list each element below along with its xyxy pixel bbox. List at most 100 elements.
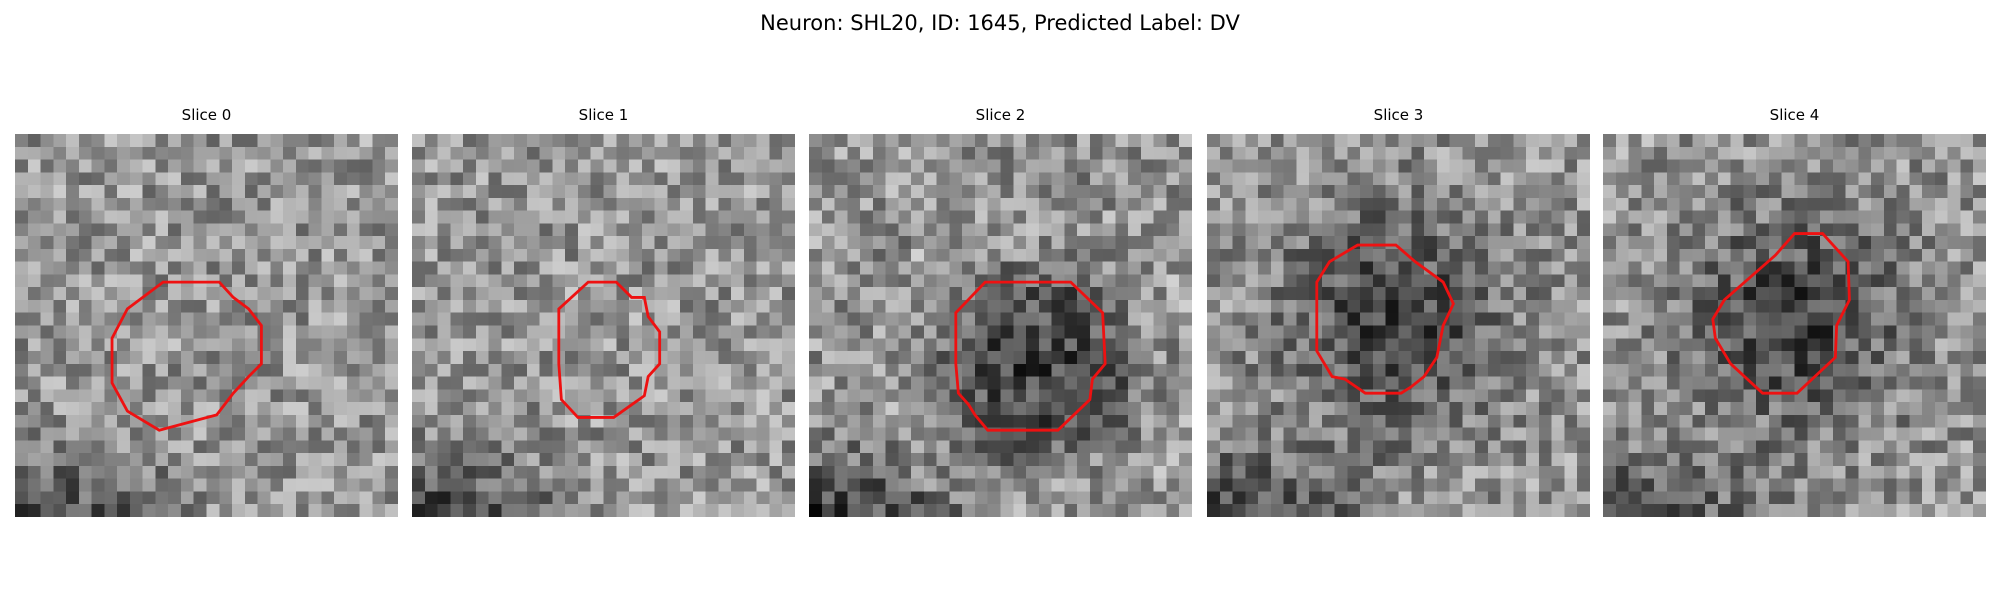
pixel — [1283, 210, 1297, 224]
pixel — [1475, 159, 1488, 173]
pixel — [1973, 504, 1986, 517]
pixel — [257, 197, 271, 211]
pixel — [1064, 146, 1078, 160]
pixel — [475, 159, 489, 173]
pixel — [936, 325, 950, 339]
pixel — [1487, 134, 1501, 147]
pixel — [590, 159, 604, 173]
pixel — [1296, 465, 1310, 479]
pixel — [1896, 453, 1910, 466]
pixel — [232, 312, 245, 326]
pixel — [1934, 299, 1948, 313]
pixel — [206, 325, 220, 339]
pixel — [629, 159, 642, 173]
pixel — [1347, 172, 1361, 186]
pixel — [565, 351, 578, 364]
pixel — [590, 440, 604, 454]
pixel — [1166, 504, 1180, 517]
pixel — [1077, 453, 1090, 466]
pixel — [1743, 338, 1757, 352]
pixel — [1372, 402, 1386, 415]
pixel — [1270, 338, 1284, 352]
pixel — [1258, 504, 1271, 517]
pixel — [1000, 236, 1014, 249]
pixel — [1896, 159, 1910, 173]
pixel — [809, 261, 822, 275]
pixel — [372, 159, 386, 173]
pixel — [206, 491, 220, 505]
pixel — [731, 248, 744, 262]
pixel — [385, 504, 398, 517]
pixel — [66, 325, 79, 339]
pixel — [872, 236, 886, 249]
pixel — [1258, 287, 1271, 300]
pixel — [1832, 414, 1846, 428]
pixel — [936, 261, 950, 275]
pixel — [501, 453, 515, 466]
pixel — [1756, 210, 1769, 224]
pixel — [257, 185, 271, 198]
pixel — [1730, 478, 1744, 492]
pixel — [1794, 504, 1808, 517]
pixel — [1538, 172, 1552, 186]
pixel — [437, 465, 451, 479]
pixel — [346, 338, 360, 352]
pixel — [847, 440, 861, 454]
pixel — [936, 440, 950, 454]
pixel — [424, 389, 438, 403]
pixel — [782, 453, 795, 466]
pixel — [346, 351, 360, 364]
pixel — [1513, 197, 1527, 211]
pixel — [155, 491, 169, 505]
pixel — [1871, 223, 1884, 237]
pixel — [1270, 363, 1284, 377]
pixel — [1756, 236, 1769, 249]
pixel — [987, 287, 1001, 300]
pixel — [1179, 504, 1192, 517]
pixel — [1730, 236, 1744, 249]
pixel — [1153, 134, 1167, 147]
pixel — [1166, 351, 1180, 364]
pixel — [1179, 325, 1192, 339]
pixel — [1140, 478, 1154, 492]
pixel — [1794, 248, 1808, 262]
pixel — [1334, 504, 1348, 517]
pixel — [1487, 146, 1501, 160]
pixel — [1538, 478, 1552, 492]
pixel — [1883, 223, 1897, 237]
pixel — [488, 465, 502, 479]
pixel — [539, 146, 553, 160]
pixel — [1487, 172, 1501, 186]
pixel — [654, 146, 668, 160]
pixel — [1947, 491, 1961, 505]
pixel — [1934, 134, 1948, 147]
pixel — [974, 185, 988, 198]
pixel — [91, 197, 105, 211]
pixel — [412, 185, 425, 198]
pixel — [1883, 236, 1897, 249]
pixel — [847, 402, 861, 415]
pixel — [885, 287, 899, 300]
pixel — [1500, 248, 1514, 262]
pixel — [244, 414, 258, 428]
pixel — [232, 402, 245, 415]
pixel — [1475, 504, 1488, 517]
pixel — [565, 363, 578, 377]
pixel — [1372, 351, 1386, 364]
pixel — [385, 197, 398, 211]
pixel — [1922, 197, 1935, 211]
pixel — [104, 223, 118, 237]
pixel — [1577, 325, 1590, 339]
pixel — [641, 325, 655, 339]
pixel — [718, 389, 732, 403]
pixel — [898, 274, 912, 288]
pixel — [1309, 146, 1322, 160]
pixel — [1296, 312, 1310, 326]
pixel — [295, 376, 309, 390]
pixel — [359, 197, 373, 211]
pixel — [936, 312, 950, 326]
pixel — [1947, 223, 1961, 237]
pixel — [962, 414, 975, 428]
pixel — [321, 478, 335, 492]
pixel — [488, 376, 502, 390]
